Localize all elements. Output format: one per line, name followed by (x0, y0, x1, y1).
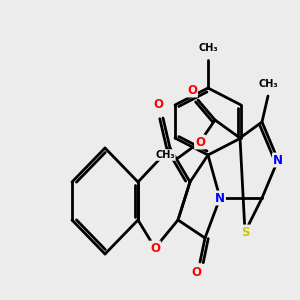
Text: O: O (191, 266, 201, 278)
Text: N: N (273, 154, 283, 166)
Text: N: N (215, 191, 225, 205)
Text: O: O (153, 98, 163, 112)
Text: CH₃: CH₃ (155, 150, 175, 160)
Text: CH₃: CH₃ (258, 79, 278, 89)
Text: O: O (195, 136, 205, 148)
Text: O: O (150, 242, 160, 254)
Text: O: O (187, 83, 197, 97)
Text: CH₃: CH₃ (198, 43, 218, 53)
Text: S: S (241, 226, 249, 238)
